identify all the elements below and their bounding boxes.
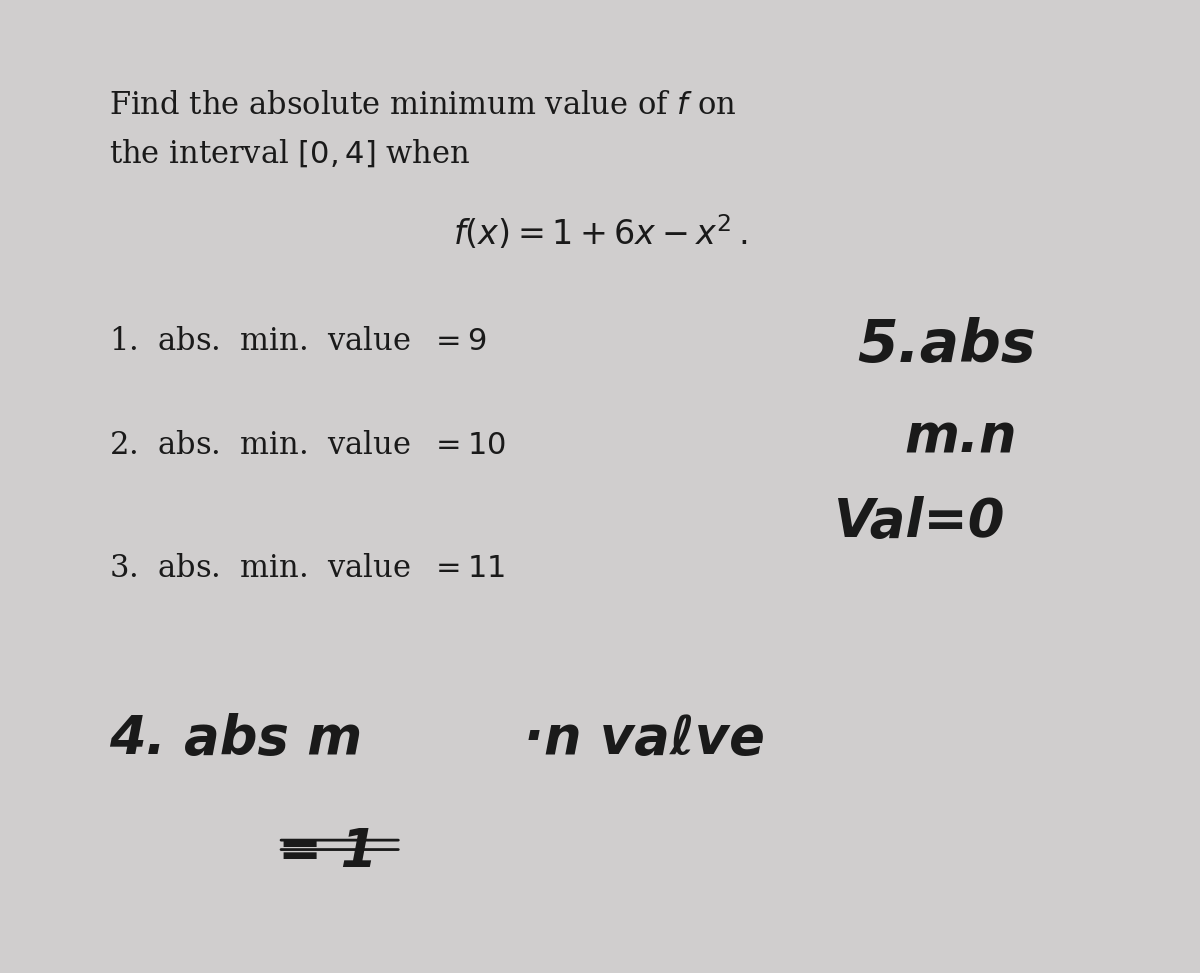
Text: m.n: m.n xyxy=(905,411,1016,463)
Text: ·n vaℓve: ·n vaℓve xyxy=(524,713,764,765)
Text: 3.  abs.  min.  value  $= 11$: 3. abs. min. value $= 11$ xyxy=(109,553,504,584)
Text: $f(x)  =  1 + 6x - x^2\,.$: $f(x) = 1 + 6x - x^2\,.$ xyxy=(452,213,748,252)
Text: 1.  abs.  min.  value  $= 9$: 1. abs. min. value $= 9$ xyxy=(109,326,486,357)
Text: Val=0: Val=0 xyxy=(834,496,1006,548)
Text: Find the absolute minimum value of $f$ on: Find the absolute minimum value of $f$ o… xyxy=(109,90,736,122)
Text: the interval $[0, 4]$ when: the interval $[0, 4]$ when xyxy=(109,137,470,169)
Text: 2.  abs.  min.  value  $= 10$: 2. abs. min. value $= 10$ xyxy=(109,430,505,461)
Text: = 1: = 1 xyxy=(278,826,378,878)
Text: 5.abs: 5.abs xyxy=(857,317,1036,374)
Text: 4. abs m: 4. abs m xyxy=(109,713,362,765)
